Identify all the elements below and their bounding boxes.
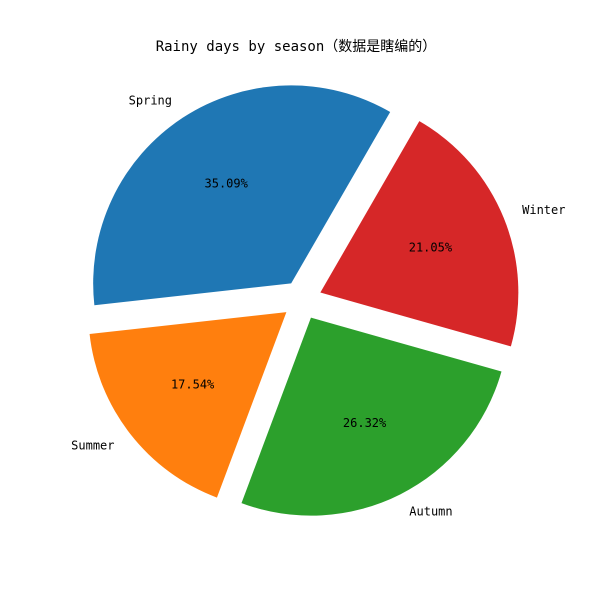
pct-label-winter: 21.05% <box>409 240 453 254</box>
slice-label-summer: Summer <box>71 438 114 452</box>
slice-label-spring: Spring <box>129 94 172 108</box>
slice-label-autumn: Autumn <box>409 504 452 518</box>
chart-title: Rainy days by season（数据是瞎编的） <box>156 39 437 55</box>
pie-slice-winter <box>320 121 519 347</box>
pie-slice-summer <box>89 312 287 498</box>
pie-slices <box>89 85 519 516</box>
pie-slice-spring <box>93 85 391 306</box>
slice-label-winter: Winter <box>522 203 565 217</box>
pct-label-summer: 17.54% <box>171 378 215 392</box>
pie-slice-autumn <box>241 317 502 516</box>
pie-labels: Spring 35.09% Summer 17.54% Autumn 26.32% Wint… <box>71 94 565 519</box>
pct-label-spring: 35.09% <box>205 176 249 190</box>
pct-label-autumn: 26.32% <box>343 416 387 430</box>
